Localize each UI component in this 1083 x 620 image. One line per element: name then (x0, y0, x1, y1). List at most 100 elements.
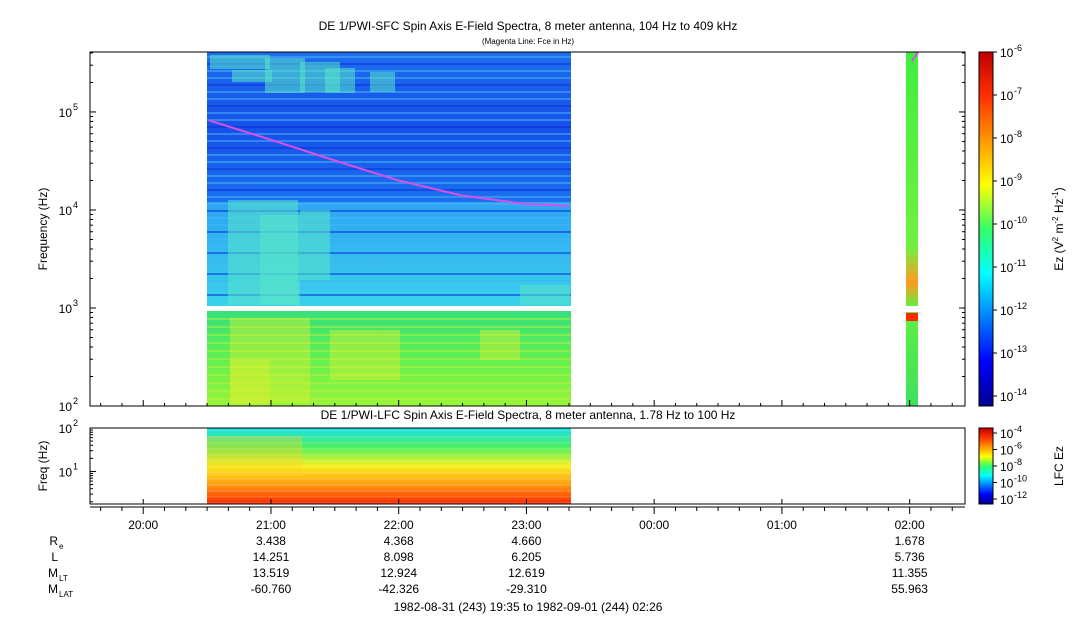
sfc-stripe (207, 259, 571, 261)
sfc-stripe (207, 287, 571, 289)
lfc-ylabel: Freq (Hz) (36, 441, 50, 492)
sfc-colorbar-tick-exp: -8 (1014, 129, 1022, 139)
lfc-stripe (207, 484, 571, 486)
lfc-ytick-label: 10 (59, 422, 73, 436)
sfc-colorbar-tick-label: 10 (1000, 261, 1014, 275)
sfc-stripe (207, 98, 571, 100)
ephemeris-value: 3.438 (256, 534, 286, 548)
sfc-stripe (207, 119, 571, 121)
lfc-stripe (207, 436, 571, 438)
ephemeris-value: 12.619 (508, 566, 545, 580)
sfc-colorbar-tick-label: 10 (1000, 89, 1014, 103)
sfc-stripe (207, 196, 571, 198)
lfc-ytick-label: 10 (59, 465, 73, 479)
lfc-stripe (207, 466, 571, 468)
sfc-stripe-low (207, 398, 571, 400)
sfc-stripe (207, 182, 571, 184)
sfc-colorbar-tick-exp: -7 (1014, 86, 1022, 96)
sfc-stripe (207, 126, 571, 128)
sfc-stripe (207, 154, 571, 156)
ephemeris-row-subscript: LT (59, 574, 68, 583)
time-tick-label: 23:00 (511, 518, 541, 532)
lfc-colorbar-label: LFC Ez (1052, 446, 1066, 486)
ephemeris-value: 12.924 (380, 566, 417, 580)
sfc-colorbar-tick-label: 10 (1000, 390, 1014, 404)
sfc-stripe (207, 147, 571, 149)
sfc-stripe-low (207, 342, 571, 344)
fce-line-late (910, 51, 920, 62)
ephemeris-value: 5.736 (895, 550, 925, 564)
sfc-strip-gap (906, 306, 918, 312)
sfc-colorbar-tick-label: 10 (1000, 304, 1014, 318)
sfc-stripe (207, 266, 571, 268)
sfc-emission-patch-low (230, 360, 270, 405)
sfc-stripe-low (207, 366, 571, 368)
lfc-ytick-exp: 1 (73, 461, 78, 471)
lfc-stripe (207, 496, 571, 498)
lfc-stripe (207, 448, 571, 450)
sfc-colorbar-tick-label: 10 (1000, 46, 1014, 60)
sfc-ytick-exp: 4 (73, 200, 78, 210)
sfc-stripe-low (207, 382, 571, 384)
sfc-ytick-exp: 5 (73, 102, 78, 112)
sfc-emission-patch-low (230, 318, 310, 403)
sfc-stripe (207, 56, 571, 58)
time-tick-label: 20:00 (128, 518, 158, 532)
ephemeris-value: -60.760 (251, 582, 292, 596)
sfc-emission-patch (260, 215, 300, 305)
sfc-stripe (207, 203, 571, 205)
sfc-stripe-low (207, 390, 571, 392)
sfc-stripe (207, 189, 571, 191)
sfc-ytick-label: 10 (59, 204, 73, 218)
lfc-stripe (207, 502, 571, 504)
sfc-stripe (207, 105, 571, 107)
lfc-colorbar-tick-label: 10 (1000, 493, 1014, 507)
lfc-stripe (207, 442, 571, 444)
ephemeris-value: 1.678 (895, 534, 925, 548)
ephemeris-row-name: M (48, 582, 58, 596)
sfc-stripe-low (207, 358, 571, 360)
time-tick-label: 00:00 (639, 518, 669, 532)
sfc-ytick-label: 10 (59, 400, 73, 414)
sfc-stripe-low (207, 334, 571, 336)
sfc-colorbar-tick-exp: -11 (1014, 258, 1026, 268)
ephemeris-value: 4.368 (384, 534, 414, 548)
ephemeris-row-name: R (49, 534, 58, 548)
sfc-emission-patch (232, 70, 272, 82)
lfc-stripe (207, 478, 571, 480)
lfc-colorbar-tick-exp: -8 (1014, 457, 1022, 467)
sfc-colorbar-tick-exp: -9 (1014, 172, 1022, 182)
sfc-stripe (207, 70, 571, 72)
lfc-stripe (207, 460, 571, 462)
sfc-strip-late (906, 52, 918, 406)
sfc-stripe (207, 63, 571, 65)
time-tick-label: 21:00 (256, 518, 286, 532)
ephemeris-value: 14.251 (253, 550, 290, 564)
sfc-colorbar-tick-label: 10 (1000, 132, 1014, 146)
ephemeris-value: 55.963 (891, 582, 928, 596)
sfc-emission-patches (210, 55, 570, 405)
sfc-stripe (207, 252, 571, 254)
sfc-stripe (207, 168, 571, 170)
lfc-colorbar-tick-exp: -10 (1014, 474, 1027, 484)
sfc-heatmap (207, 52, 918, 406)
sfc-stripe (207, 294, 571, 296)
lfc-colorbar-tick-label: 10 (1000, 460, 1014, 474)
sfc-stripe (207, 280, 571, 282)
lfc-emission-patch (207, 436, 302, 476)
lfc-title: DE 1/PWI-LFC Spin Axis E-Field Spectra, … (321, 408, 736, 422)
sfc-stripe (207, 273, 571, 275)
sfc-colorbar-bar (978, 51, 994, 407)
sfc-colorbar-tick-exp: -10 (1014, 215, 1027, 225)
ephemeris-value: 6.205 (511, 550, 541, 564)
lfc-stripe (207, 430, 571, 432)
sfc-title: DE 1/PWI-SFC Spin Axis E-Field Spectra, … (319, 19, 738, 33)
time-axis: 20:00 21:00 22:00 23:00 00:00 01:00 02:00 (90, 400, 965, 532)
